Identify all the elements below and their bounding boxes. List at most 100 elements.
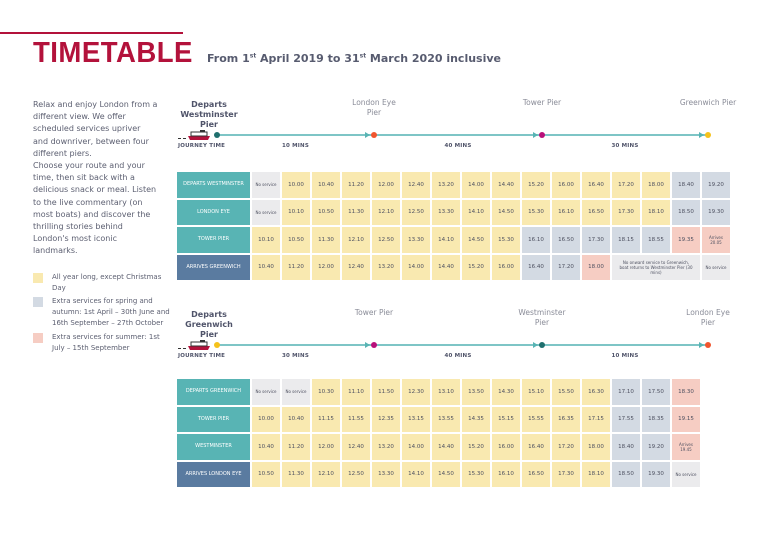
time-cell: 17.30	[552, 461, 580, 487]
time-cell: 17.30	[582, 227, 610, 253]
arrow-icon	[699, 132, 704, 138]
time-cell: 16.50	[582, 199, 610, 225]
route-line	[217, 344, 708, 346]
time-cell: 14.35	[462, 406, 490, 432]
time-cell: 12.30	[402, 379, 430, 405]
stop-dot	[214, 132, 220, 138]
stop-label: Westminster Pier	[518, 308, 566, 327]
stop-label: Tower Pier	[522, 98, 562, 107]
timetable-grid: DEPARTS GREENWICH No service No service 10.…	[177, 379, 700, 487]
time-cell: 16.50	[552, 227, 580, 253]
intro-paragraph: Relax and enjoy London from a different …	[33, 100, 158, 158]
time-cell: 17.30	[612, 199, 640, 225]
time-cell: 13.20	[372, 254, 400, 280]
boat-icon	[178, 126, 212, 145]
journey-segment: 40 MINS	[444, 353, 472, 359]
row-header: TOWER PIER	[177, 406, 250, 432]
intro-paragraph: Choose your route and your time, then si…	[33, 161, 157, 256]
arrow-icon	[699, 342, 704, 348]
time-cell: 18.50	[612, 461, 640, 487]
time-cell: 16.00	[492, 434, 520, 460]
time-cell: No service	[252, 199, 280, 225]
time-cell: 17.10	[612, 379, 640, 405]
time-cell: 16.35	[552, 406, 580, 432]
time-cell: 16.00	[552, 172, 580, 198]
time-cell: 16.00	[492, 254, 520, 280]
time-cell: Arrives 19.45	[672, 434, 700, 460]
journey-segment: 40 MINS	[444, 143, 472, 149]
time-cell: 18.00	[582, 254, 610, 280]
time-cell: 13.30	[372, 461, 400, 487]
time-cell: 18.40	[612, 434, 640, 460]
time-cell: 14.30	[492, 379, 520, 405]
time-cell: 14.40	[432, 254, 460, 280]
time-cell: 15.55	[522, 406, 550, 432]
arrow-icon	[365, 342, 370, 348]
row-header: DEPARTS GREENWICH	[177, 379, 250, 405]
subtitle-sup: st	[249, 52, 257, 60]
time-cell: 10.50	[312, 199, 340, 225]
stop-label: Greenwich Pier	[679, 98, 737, 107]
time-cell: 17.20	[552, 434, 580, 460]
stop-dot	[705, 132, 711, 138]
stop-dot	[705, 342, 711, 348]
time-cell: 11.20	[282, 254, 310, 280]
time-cell: 13.50	[462, 379, 490, 405]
row-header: ARRIVES LONDON EYE	[177, 461, 250, 487]
stop-label: Tower Pier	[354, 308, 394, 317]
time-cell: 15.15	[492, 406, 520, 432]
time-cell: 14.40	[492, 172, 520, 198]
route-line	[217, 134, 708, 136]
time-cell: 12.40	[402, 172, 430, 198]
time-cell: 15.20	[462, 434, 490, 460]
time-cell: 10.30	[312, 379, 340, 405]
time-cell: 19.30	[702, 199, 730, 225]
time-cell: 16.10	[492, 461, 520, 487]
time-cell: 12.00	[312, 254, 340, 280]
page-title: TIMETABLE	[33, 37, 193, 69]
time-cell: 16.40	[582, 172, 610, 198]
time-cell: 13.15	[402, 406, 430, 432]
journey-time-label: JOURNEY TIME	[178, 143, 226, 149]
row-header: DEPARTS WESTMINSTER	[177, 172, 250, 198]
time-cell: 10.10	[282, 199, 310, 225]
time-cell: 10.40	[312, 172, 340, 198]
time-cell: 12.10	[312, 461, 340, 487]
time-cell: 11.30	[342, 199, 370, 225]
row-header: ARRIVES GREENWICH	[177, 254, 250, 280]
time-cell: 11.55	[342, 406, 370, 432]
time-cell: 18.15	[612, 227, 640, 253]
journey-segment: 30 MINS	[611, 143, 639, 149]
time-cell: 18.30	[672, 379, 700, 405]
time-cell: 17.50	[642, 379, 670, 405]
time-cell: 10.40	[282, 406, 310, 432]
subtitle-sup: st	[359, 52, 367, 60]
arrow-icon	[533, 342, 538, 348]
subtitle-text: April 2019 to 31	[256, 52, 360, 65]
time-cell: 14.50	[432, 461, 460, 487]
time-cell: No service	[252, 379, 280, 405]
time-cell: 17.15	[582, 406, 610, 432]
time-cell: 13.30	[432, 199, 460, 225]
time-cell: 18.50	[672, 199, 700, 225]
stop-label: London Eye Pier	[686, 308, 730, 327]
stop-dot	[371, 342, 377, 348]
time-cell: No service	[252, 172, 280, 198]
stop-dot	[539, 132, 545, 138]
time-cell: 11.50	[372, 379, 400, 405]
header-rule	[0, 32, 183, 34]
time-cell: 15.10	[522, 379, 550, 405]
time-cell: 14.50	[492, 199, 520, 225]
time-cell: 14.40	[432, 434, 460, 460]
time-cell: 12.00	[312, 434, 340, 460]
time-cell: 18.10	[582, 461, 610, 487]
time-cell: 16.30	[582, 379, 610, 405]
departs-heading: Departs Westminster Pier	[180, 100, 238, 129]
journey-segment: 30 MINS	[281, 353, 310, 359]
time-cell: 19.15	[672, 406, 700, 432]
time-cell: 16.40	[522, 254, 550, 280]
row-header: TOWER PIER	[177, 227, 250, 253]
time-cell: 15.30	[492, 227, 520, 253]
legend-text: Extra services for summer: 1st July – 15…	[52, 333, 160, 352]
time-cell: 16.50	[522, 461, 550, 487]
